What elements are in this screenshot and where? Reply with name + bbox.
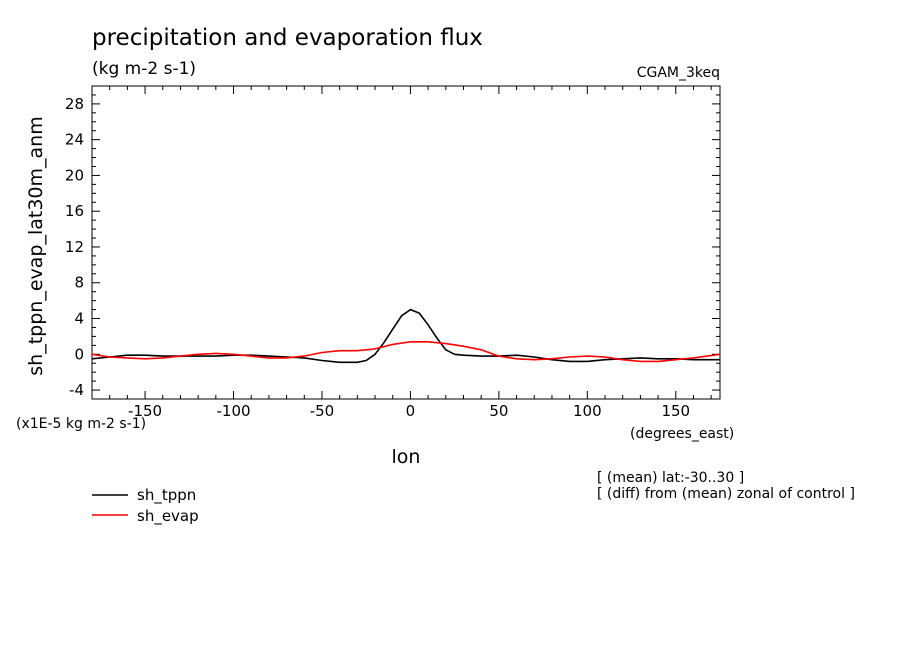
y-tick-label: 20: [65, 166, 84, 184]
series-lines: [91, 308, 721, 364]
axis-ticks: [91, 85, 720, 400]
note-diff: [ (diff) from (mean) zonal of control ]: [597, 486, 855, 502]
x-units-label: (degrees_east): [630, 426, 734, 442]
y-tick-label: 4: [74, 310, 84, 328]
legend-label-sh-evap: sh_evap: [137, 507, 199, 526]
series-line-sh-evap: [91, 340, 721, 363]
axis-tick-labels: -150 -100 -50 0 50 100 150 -4 0 4 8 12 16 20 24 28: [65, 95, 690, 420]
x-tick-label: -50: [310, 402, 335, 420]
y-axis-label: sh_tppn_evap_lat30m_anm: [25, 116, 47, 375]
x-axis-label: lon: [392, 446, 421, 468]
note-lat-range: [ (mean) lat:-30..30 ]: [597, 470, 744, 486]
legend: sh_tppn sh_evap: [92, 486, 199, 526]
x-tick-label: 0: [406, 402, 416, 420]
y-tick-label: 24: [65, 131, 84, 149]
y-tick-label: 8: [74, 274, 84, 292]
x-tick-label: 150: [661, 402, 690, 420]
series-line-sh-tppn: [91, 308, 720, 364]
y-tick-label: 0: [74, 345, 84, 363]
y-tick-label: 12: [65, 238, 84, 256]
units-label: (kg m-2 s-1): [92, 59, 196, 79]
legend-label-sh-tppn: sh_tppn: [137, 486, 196, 505]
x-tick-label: 50: [489, 402, 508, 420]
y-tick-label: 28: [65, 95, 84, 113]
y-tick-label: 16: [65, 202, 84, 220]
chart-title: precipitation and evaporation flux: [92, 25, 483, 51]
y-tick-label: -4: [69, 381, 84, 399]
dataset-label: CGAM_3keq: [637, 65, 720, 81]
x-tick-label: -150: [128, 402, 162, 420]
x-tick-label: 100: [573, 402, 602, 420]
plot-frame: [91, 85, 721, 400]
y-scale-note: (x1E-5 kg m-2 s-1): [16, 416, 146, 432]
x-tick-label: -100: [216, 402, 250, 420]
